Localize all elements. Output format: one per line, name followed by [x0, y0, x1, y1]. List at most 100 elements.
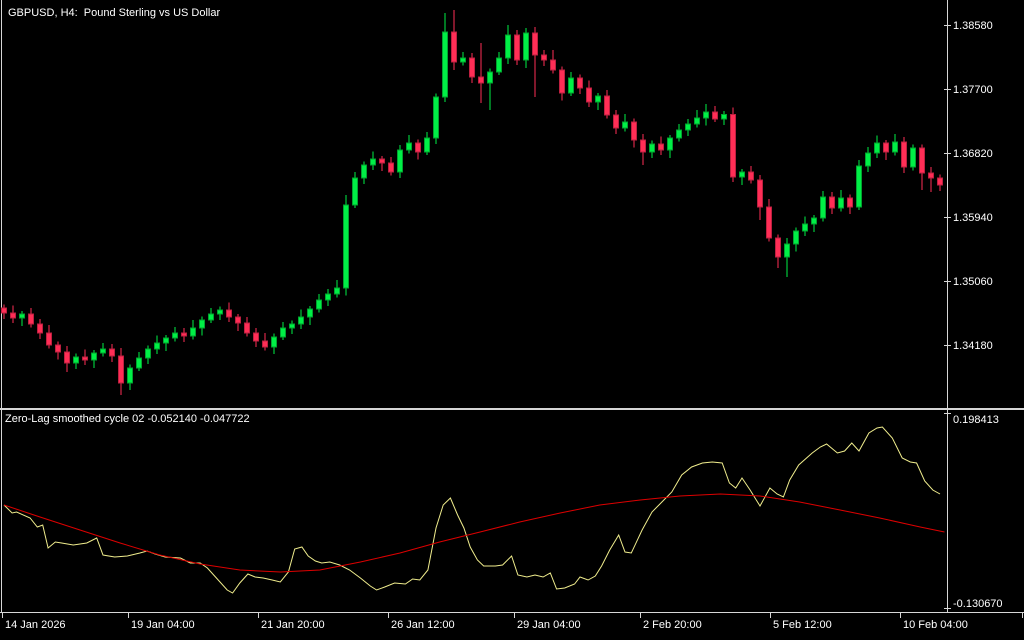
candle-body	[208, 313, 214, 321]
candle-body	[721, 114, 727, 120]
candle-body	[235, 316, 241, 324]
candle-body	[910, 147, 916, 168]
candle-body	[118, 355, 124, 384]
time-axis-label: 2 Feb 20:00	[643, 619, 702, 631]
candle-body	[802, 223, 808, 232]
candle-body	[154, 342, 160, 350]
candle-body	[595, 95, 601, 103]
candle-body	[91, 352, 97, 361]
candle-wick	[930, 167, 932, 192]
candle-body	[820, 196, 826, 219]
candle-body	[397, 149, 403, 173]
time-axis-label: 26 Jan 12:00	[391, 619, 455, 631]
candle-body	[226, 309, 232, 318]
candle-body	[937, 177, 943, 186]
candle-body	[631, 121, 637, 141]
candle-body	[739, 171, 745, 178]
price-axis-label: 1.36820	[953, 148, 993, 160]
candle-body	[775, 237, 781, 258]
candle-body	[451, 31, 457, 63]
candle-body	[433, 96, 439, 139]
indicator-title: Zero-Lag smoothed cycle 02 -0.052140 -0.…	[5, 413, 250, 425]
candle-wick	[480, 42, 482, 103]
candle-body	[640, 139, 646, 153]
candle-body	[919, 147, 925, 174]
candle-body	[370, 158, 376, 166]
candle-body	[883, 142, 889, 153]
candle-body	[10, 312, 16, 319]
candle-body	[424, 137, 430, 153]
candle-body	[73, 356, 79, 364]
candle-body	[577, 77, 583, 89]
candle-body	[388, 162, 394, 173]
candle-wick	[786, 238, 788, 277]
price-axis-label: 1.34180	[953, 340, 993, 352]
candle-wick	[21, 311, 23, 327]
candle-body	[361, 164, 367, 179]
candle-body	[172, 332, 178, 339]
candle-body	[505, 34, 511, 59]
candle-body	[712, 111, 718, 120]
candle-body	[379, 158, 385, 164]
candle-body	[100, 348, 106, 354]
candle-body	[343, 204, 349, 289]
candle-body	[352, 177, 358, 206]
candle-body	[784, 243, 790, 258]
candle-body	[541, 54, 547, 61]
candle-body	[271, 336, 277, 348]
time-axis-label: 19 Jan 04:00	[131, 619, 195, 631]
candle-body	[622, 121, 628, 129]
candle-body	[487, 71, 493, 84]
panel-separator[interactable]	[0, 408, 1024, 410]
candle-body	[559, 69, 565, 94]
candle-body	[217, 309, 223, 315]
candle-body	[865, 152, 871, 167]
candle-body	[793, 230, 799, 245]
candle-body	[334, 287, 340, 295]
candle-body	[163, 337, 169, 344]
candle-body	[757, 179, 763, 208]
candle-body	[415, 142, 421, 153]
candle-body	[442, 31, 448, 98]
candle-body	[613, 114, 619, 129]
candle-body	[676, 129, 682, 139]
price-axis-label: 1.35060	[953, 276, 993, 288]
candle-body	[127, 367, 133, 384]
candle-body	[190, 327, 196, 337]
candle-body	[838, 197, 844, 209]
candle-body	[316, 299, 322, 310]
indicator-line-smoothed	[3, 493, 945, 573]
candle-body	[307, 308, 313, 318]
candle-body	[748, 171, 754, 181]
candle-wick	[534, 27, 536, 98]
candle-body	[928, 172, 934, 179]
candle-body	[145, 348, 151, 359]
candle-body	[406, 142, 412, 151]
candle-body	[298, 316, 304, 325]
candle-body	[847, 197, 853, 208]
indicator-axis-label: 0.198413	[953, 414, 999, 426]
candle-body	[514, 34, 520, 61]
candle-body	[28, 313, 34, 325]
candle-body	[604, 95, 610, 116]
candle-body	[199, 319, 205, 329]
candle-body	[766, 206, 772, 239]
chart-title: GBPUSD, H4: Pound Sterling vs US Dollar	[8, 7, 221, 19]
candle-body	[550, 59, 556, 71]
candle-body	[856, 165, 862, 208]
candle-body	[730, 114, 736, 178]
price-axis-label: 1.35940	[953, 212, 993, 224]
candle-body	[280, 327, 286, 338]
candle-body	[685, 123, 691, 131]
candle-body	[289, 323, 295, 329]
candle-body	[181, 332, 187, 337]
candle-body	[694, 117, 700, 125]
candle-body	[55, 344, 61, 353]
candle-body	[64, 351, 70, 364]
candle-body	[325, 293, 331, 301]
indicator-line-cycle	[3, 426, 941, 594]
price-axis-label: 1.38580	[953, 20, 993, 32]
candle-body	[586, 87, 592, 103]
